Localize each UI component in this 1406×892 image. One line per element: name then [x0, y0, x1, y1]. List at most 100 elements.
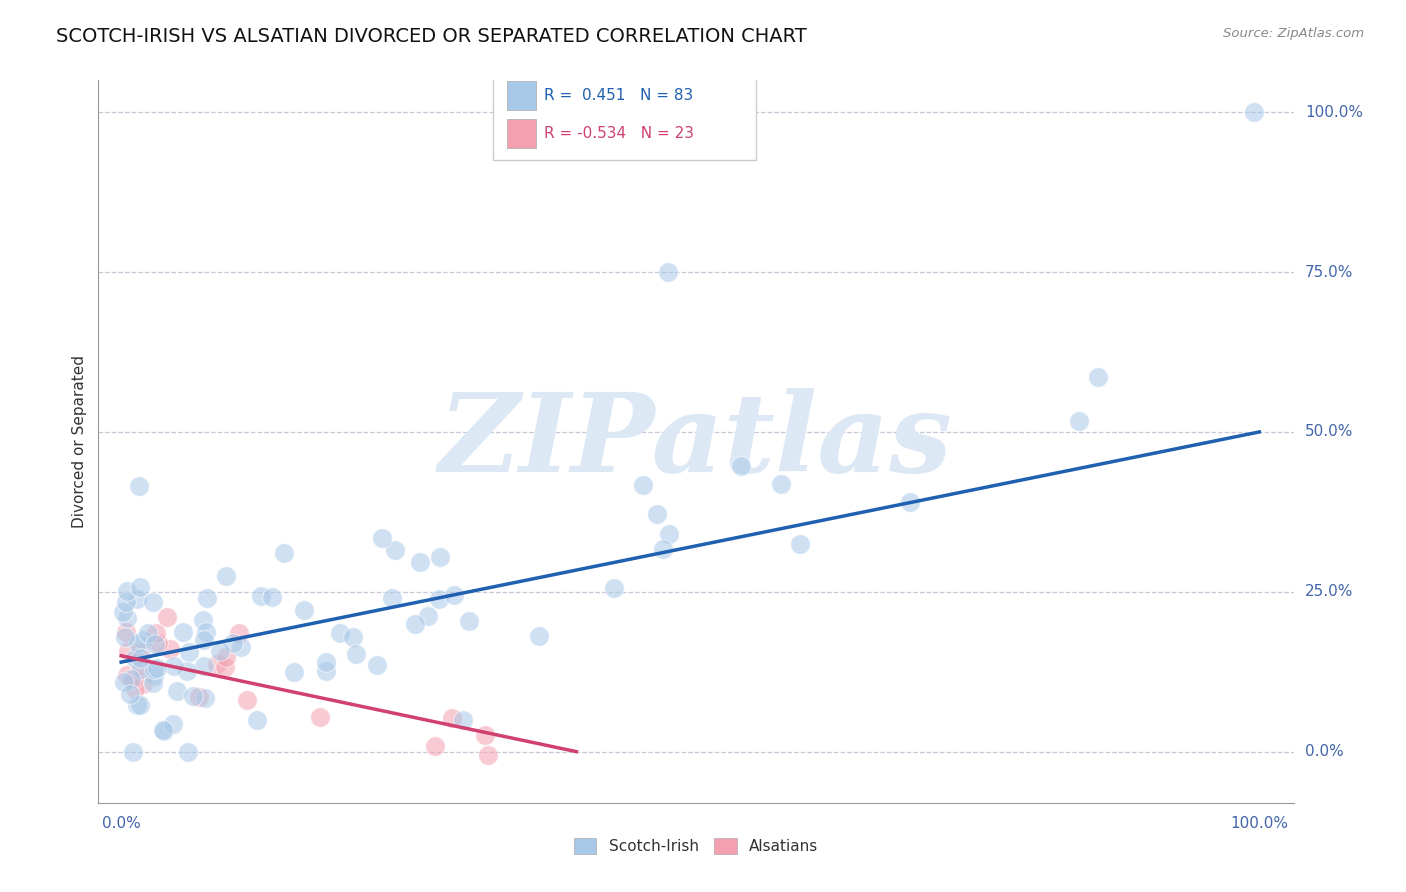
Point — [153, 723, 176, 738]
Point — [176, 664, 198, 678]
Point — [371, 531, 394, 545]
Point — [129, 651, 152, 665]
Point — [730, 458, 752, 473]
Y-axis label: Divorced or Separated: Divorced or Separated — [72, 355, 87, 528]
Point — [652, 541, 675, 556]
Point — [193, 659, 215, 673]
Point — [127, 635, 149, 649]
Point — [112, 605, 135, 619]
Legend: Scotch-Irish, Alsatians: Scotch-Irish, Alsatians — [568, 832, 824, 860]
Point — [141, 595, 163, 609]
Point — [366, 658, 388, 673]
Point — [195, 591, 218, 606]
Point — [1087, 370, 1109, 384]
Point — [128, 580, 150, 594]
Text: ZIPatlas: ZIPatlas — [439, 388, 953, 495]
Point — [194, 691, 217, 706]
Point — [114, 630, 136, 644]
Text: 50.0%: 50.0% — [1305, 425, 1354, 440]
Point — [143, 637, 166, 651]
Point — [112, 674, 135, 689]
Point — [315, 655, 337, 669]
Text: R = -0.534   N = 23: R = -0.534 N = 23 — [544, 127, 695, 141]
Point — [146, 636, 169, 650]
Point — [645, 507, 668, 521]
Point — [114, 625, 136, 640]
Point — [172, 624, 194, 639]
Point — [129, 659, 152, 673]
Point — [122, 673, 145, 687]
Point — [229, 640, 252, 654]
Point — [440, 710, 463, 724]
Point — [145, 626, 167, 640]
FancyBboxPatch shape — [508, 120, 536, 148]
Point — [769, 477, 792, 491]
Point — [236, 693, 259, 707]
Point — [429, 549, 451, 564]
Point — [120, 672, 142, 686]
Text: Source: ZipAtlas.com: Source: ZipAtlas.com — [1223, 27, 1364, 40]
Point — [129, 645, 152, 659]
Point — [344, 648, 367, 662]
Point — [163, 659, 186, 673]
Point — [131, 662, 153, 676]
Point — [260, 591, 283, 605]
Text: 100.0%: 100.0% — [1230, 815, 1288, 830]
Point — [215, 650, 238, 665]
Point — [143, 662, 166, 676]
Point — [789, 536, 811, 550]
Point — [118, 687, 141, 701]
Point — [177, 745, 200, 759]
Point — [273, 546, 295, 560]
Point — [125, 591, 148, 606]
Point — [283, 665, 305, 680]
Point — [138, 626, 160, 640]
Point — [209, 643, 232, 657]
Point — [657, 265, 679, 279]
Point — [195, 624, 218, 639]
Point — [329, 625, 352, 640]
Point — [900, 495, 922, 509]
Point — [474, 728, 496, 742]
Point — [142, 676, 165, 690]
Text: 25.0%: 25.0% — [1305, 584, 1354, 599]
Point — [162, 717, 184, 731]
Point — [404, 617, 426, 632]
Point — [658, 527, 681, 541]
Point — [132, 633, 155, 648]
Point — [159, 642, 181, 657]
Point — [114, 595, 136, 609]
Point — [451, 713, 474, 727]
Point — [143, 669, 166, 683]
Point — [146, 661, 169, 675]
Point — [384, 543, 406, 558]
FancyBboxPatch shape — [508, 81, 536, 110]
Point — [342, 630, 364, 644]
FancyBboxPatch shape — [494, 70, 756, 160]
Point — [128, 698, 150, 713]
Point — [457, 614, 479, 628]
Point — [205, 657, 228, 671]
Point — [215, 568, 238, 582]
Point — [166, 684, 188, 698]
Point — [115, 668, 138, 682]
Point — [1067, 414, 1090, 428]
Point — [177, 644, 200, 658]
Text: SCOTCH-IRISH VS ALSATIAN DIVORCED OR SEPARATED CORRELATION CHART: SCOTCH-IRISH VS ALSATIAN DIVORCED OR SEP… — [56, 27, 807, 45]
Point — [308, 710, 330, 724]
Text: 75.0%: 75.0% — [1305, 265, 1354, 279]
Point — [122, 745, 145, 759]
Point — [427, 591, 450, 606]
Point — [292, 603, 315, 617]
Point — [1243, 105, 1265, 120]
Point — [443, 588, 465, 602]
Point — [409, 556, 432, 570]
Point — [416, 608, 439, 623]
Point — [477, 747, 499, 762]
Point — [117, 644, 139, 658]
Point — [214, 660, 236, 674]
Text: R =  0.451   N = 83: R = 0.451 N = 83 — [544, 88, 693, 103]
Point — [128, 479, 150, 493]
Point — [124, 682, 146, 697]
Point — [132, 677, 155, 691]
